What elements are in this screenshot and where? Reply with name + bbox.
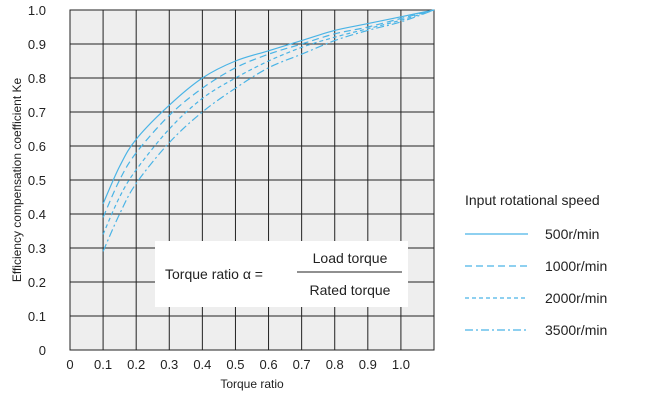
formula-label: Torque ratio α =	[165, 266, 263, 282]
torque-ratio-formula: Torque ratio α = Load torque Rated torqu…	[155, 241, 408, 307]
y-tick-label: 0.2	[28, 275, 46, 290]
y-axis-label: Efficiency compensation coefficient Ke	[10, 78, 24, 283]
x-tick-label: 0.7	[293, 357, 311, 372]
legend-label: 2000r/min	[545, 290, 607, 306]
x-tick-label: 0.3	[160, 357, 178, 372]
y-tick-label: 0.7	[28, 105, 46, 120]
y-tick-label: 0.3	[28, 241, 46, 256]
y-tick-label: 0.9	[28, 37, 46, 52]
y-tick-labels: 0 0.1 0.2 0.3 0.4 0.5 0.6 0.7 0.8 0.9 1.0	[28, 3, 46, 358]
y-tick-label: 0	[39, 343, 46, 358]
formula-numerator: Load torque	[313, 250, 388, 266]
y-tick-label: 0.1	[28, 309, 46, 324]
plot-frame	[69, 9, 435, 351]
x-tick-label: 0.2	[127, 357, 145, 372]
formula-box	[155, 241, 408, 307]
x-tick-label: 0	[66, 357, 73, 372]
x-tick-label: 0.5	[226, 357, 244, 372]
x-tick-label: 0.8	[326, 357, 344, 372]
series-line-2000r-min	[102, 9, 435, 235]
x-tick-label: 0.9	[359, 357, 377, 372]
x-tick-label: 0.4	[193, 357, 211, 372]
y-tick-label: 0.4	[28, 207, 46, 222]
legend: Input rotational speed 500r/min 1000r/min…	[465, 192, 607, 338]
x-axis-label: Torque ratio	[220, 377, 284, 391]
legend-label: 3500r/min	[545, 322, 607, 338]
grid	[70, 10, 434, 350]
formula-denominator: Rated torque	[310, 282, 391, 298]
y-tick-label: 1.0	[28, 3, 46, 18]
series-line-1000r-min	[102, 9, 435, 218]
y-tick-label: 0.5	[28, 173, 46, 188]
legend-title: Input rotational speed	[465, 192, 600, 208]
x-tick-labels: 0 0.1 0.2 0.3 0.4 0.5 0.6 0.7 0.8 0.9 1.0	[66, 357, 410, 372]
series-layer	[102, 9, 435, 252]
x-tick-label: 1.0	[392, 357, 410, 372]
legend-label: 500r/min	[545, 226, 599, 242]
legend-label: 1000r/min	[545, 258, 607, 274]
y-tick-label: 0.6	[28, 139, 46, 154]
x-tick-label: 0.6	[260, 357, 278, 372]
legend-items: 500r/min 1000r/min 2000r/min 3500r/min	[465, 226, 607, 338]
series-line-500r-min	[102, 9, 435, 205]
x-tick-label: 0.1	[94, 357, 112, 372]
y-tick-label: 0.8	[28, 71, 46, 86]
